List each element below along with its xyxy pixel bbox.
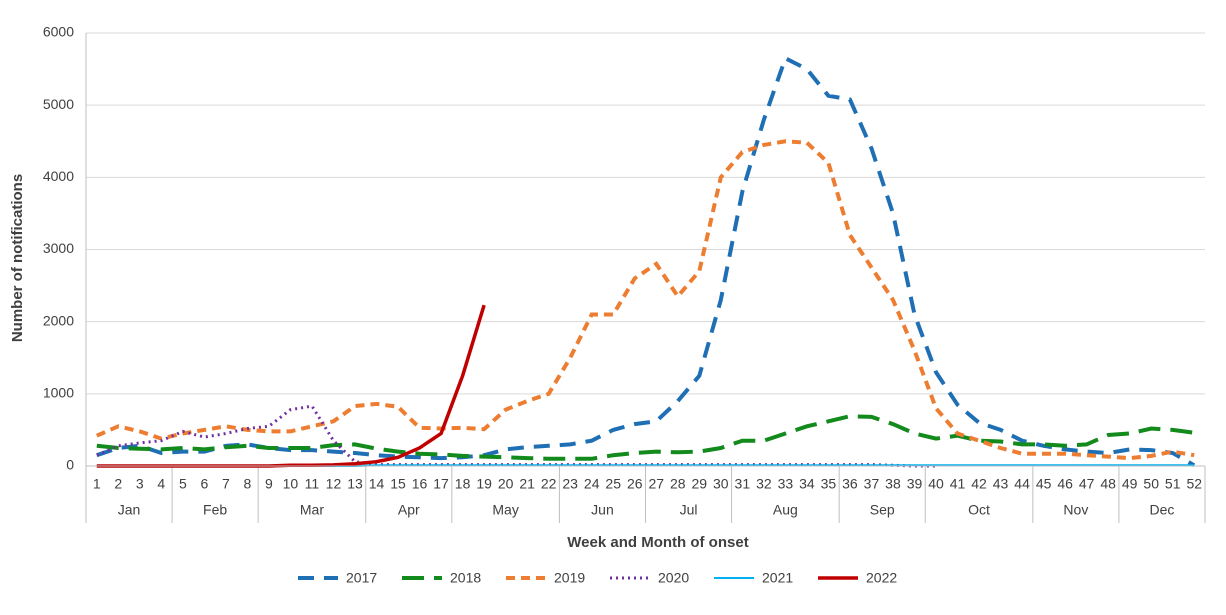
legend-label: 2022 [866, 570, 897, 586]
x-tick-label: 33 [778, 476, 794, 492]
month-label: Jun [591, 502, 614, 518]
x-tick-label: 30 [713, 476, 729, 492]
legend-label: 2017 [346, 570, 377, 586]
x-tick-label: 7 [222, 476, 230, 492]
x-tick-label: 40 [928, 476, 944, 492]
x-tick-label: 47 [1079, 476, 1095, 492]
x-tick-label: 1 [93, 476, 101, 492]
x-tick-label: 34 [799, 476, 815, 492]
month-label: Aug [773, 502, 798, 518]
y-tick-label: 4000 [43, 168, 74, 184]
x-tick-label: 51 [1165, 476, 1181, 492]
x-tick-label: 8 [243, 476, 251, 492]
x-tick-label: 12 [326, 476, 342, 492]
x-tick-label: 24 [584, 476, 600, 492]
x-tick-label: 44 [1014, 476, 1030, 492]
y-tick-label: 6000 [43, 24, 74, 40]
month-label: Sep [870, 502, 895, 518]
month-label: Oct [968, 502, 990, 518]
x-tick-label: 15 [390, 476, 406, 492]
x-tick-label: 48 [1100, 476, 1116, 492]
legend-label: 2018 [450, 570, 481, 586]
month-label: Jan [118, 502, 141, 518]
legend-label: 2020 [658, 570, 689, 586]
x-tick-label: 50 [1143, 476, 1159, 492]
x-tick-label: 25 [605, 476, 621, 492]
x-tick-label: 28 [670, 476, 686, 492]
x-tick-label: 20 [498, 476, 514, 492]
month-label: Apr [398, 502, 420, 518]
legend-label: 2019 [554, 570, 585, 586]
y-tick-label: 0 [66, 457, 74, 473]
x-tick-label: 16 [412, 476, 428, 492]
series-line [96, 55, 1196, 468]
x-tick-label: 17 [433, 476, 449, 492]
x-tick-label: 46 [1057, 476, 1073, 492]
x-tick-label: 49 [1122, 476, 1138, 492]
month-label: Mar [300, 502, 324, 518]
x-tick-label: 52 [1186, 476, 1202, 492]
month-label: Dec [1150, 502, 1175, 518]
x-tick-label: 45 [1036, 476, 1052, 492]
y-tick-label: 5000 [43, 96, 74, 112]
month-label: Jul [680, 502, 698, 518]
x-tick-label: 42 [971, 476, 987, 492]
x-tick-label: 3 [136, 476, 144, 492]
x-tick-label: 19 [476, 476, 492, 492]
x-tick-label: 43 [993, 476, 1009, 492]
x-tick-label: 21 [519, 476, 535, 492]
legend-label: 2021 [762, 570, 793, 586]
x-tick-label: 41 [950, 476, 966, 492]
x-tick-label: 36 [842, 476, 858, 492]
x-tick-label: 31 [735, 476, 751, 492]
x-tick-label: 27 [648, 476, 664, 492]
x-axis-title: Week and Month of onset [567, 534, 748, 551]
x-tick-label: 5 [179, 476, 187, 492]
x-tick-label: 26 [627, 476, 643, 492]
series-line [95, 139, 1195, 461]
x-tick-label: 22 [541, 476, 557, 492]
x-tick-label: 9 [265, 476, 273, 492]
month-label: Nov [1063, 502, 1088, 518]
x-tick-label: 10 [283, 476, 299, 492]
x-tick-label: 13 [347, 476, 363, 492]
x-tick-label: 29 [692, 476, 708, 492]
x-tick-label: 39 [907, 476, 923, 492]
x-tick-label: 6 [200, 476, 208, 492]
x-tick-label: 37 [864, 476, 880, 492]
x-tick-label: 23 [562, 476, 578, 492]
month-label: May [492, 502, 518, 518]
y-tick-label: 1000 [43, 385, 74, 401]
y-axis-title: Number of notifications [9, 174, 26, 342]
x-tick-label: 11 [305, 476, 320, 492]
y-tick-label: 2000 [43, 312, 74, 328]
x-tick-label: 18 [455, 476, 471, 492]
month-label: Feb [203, 502, 227, 518]
x-tick-label: 35 [821, 476, 837, 492]
x-tick-label: 14 [369, 476, 385, 492]
x-tick-label: 2 [114, 476, 122, 492]
series-line [96, 414, 1195, 461]
x-tick-label: 32 [756, 476, 772, 492]
y-tick-label: 3000 [43, 240, 74, 256]
x-tick-label: 4 [157, 476, 165, 492]
x-tick-label: 38 [885, 476, 901, 492]
